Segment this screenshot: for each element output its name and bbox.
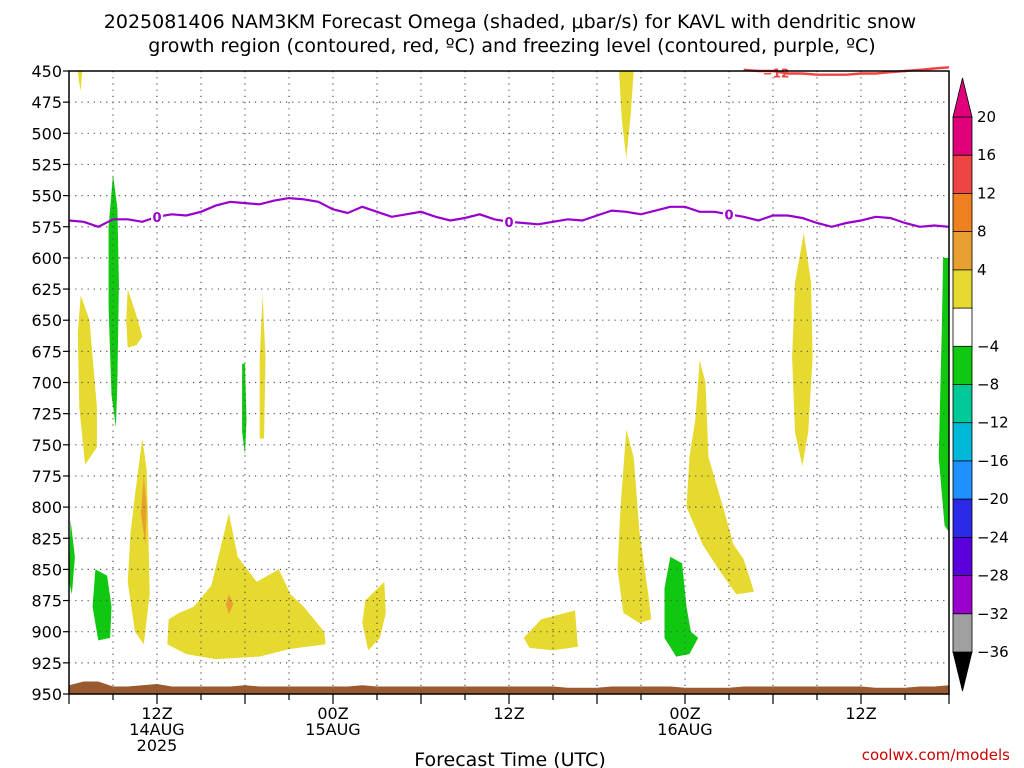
omega-region-10: [225, 594, 234, 615]
chart-title-line2: growth region (contoured, red, ºC) and f…: [148, 35, 875, 57]
freezing-label-bg-2: [503, 213, 515, 228]
colorbar-segment-8: [952, 384, 973, 424]
y-tick-label-525: 525: [31, 155, 62, 174]
colorbar-segment-10: [952, 460, 973, 500]
freezing-contour-label-1: 0: [152, 211, 161, 226]
dendritic-snow-line: [743, 66, 950, 76]
x-tick-label-1-2: 14AUG: [129, 720, 184, 739]
omega-region-20: [938, 257, 949, 532]
terrain-layer: [69, 681, 949, 694]
x-tick-label-5-1: 12Z: [845, 704, 876, 723]
omega-shaded-regions: [69, 71, 949, 660]
x-tick-label-4-1: 00Z: [669, 704, 700, 723]
colorbar-label-7: −8: [977, 376, 999, 394]
omega-region-12: [259, 295, 266, 439]
x-tick-label-1-1: 12Z: [141, 704, 172, 723]
omega-region-16: [617, 429, 652, 623]
freezing-contour-label-3: 0: [724, 208, 733, 223]
omega-region-11: [242, 363, 247, 455]
y-tick-label-450: 450: [31, 62, 62, 81]
omega-region-4: [126, 289, 143, 348]
x-tick-label-2-1: 00Z: [317, 704, 348, 723]
colorbar-label-3: 12: [977, 184, 996, 202]
colorbar-segment-1: [952, 116, 973, 157]
colorbar-top-arrow: [952, 77, 973, 118]
colorbar-segment-7: [952, 345, 973, 386]
dendritic-contour-label: −12: [763, 66, 790, 80]
y-tick-label-600: 600: [31, 249, 62, 268]
x-tick-label-1-3: 2025: [137, 736, 178, 755]
omega-region-2: [77, 295, 97, 465]
colorbar-segment-2: [952, 154, 973, 195]
omega-region-1: [77, 71, 83, 91]
y-tick-label-950: 950: [31, 685, 62, 704]
omega-region-14: [523, 610, 578, 651]
freezing-label-bg-3: [723, 206, 735, 221]
x-tick-label-4-2: 16AUG: [657, 720, 712, 739]
y-tick-label-850: 850: [31, 560, 62, 579]
colorbar-segment-3: [952, 192, 973, 233]
y-tick-label-825: 825: [31, 529, 62, 548]
y-tick-label-650: 650: [31, 311, 62, 330]
y-tick-label-900: 900: [31, 623, 62, 642]
omega-region-6: [140, 475, 147, 545]
colorbar-segment-9: [952, 422, 973, 462]
y-tick-label-925: 925: [31, 654, 62, 673]
y-tick-label-775: 775: [31, 467, 62, 486]
y-tick-label-625: 625: [31, 280, 62, 299]
y-tick-label-675: 675: [31, 342, 62, 361]
colorbar-label-11: −24: [977, 528, 1009, 546]
colorbar-label-2: 16: [977, 146, 996, 164]
x-tick-label-3-1: 12Z: [493, 704, 524, 723]
colorbar-label-13: −32: [977, 605, 1009, 623]
colorbar-label-14: −36: [977, 643, 1009, 661]
colorbar-label-10: −20: [977, 490, 1009, 508]
omega-region-7: [69, 519, 75, 595]
y-tick-label-800: 800: [31, 498, 62, 517]
colorbar-label-6: −4: [977, 337, 999, 355]
colorbar-label-9: −16: [977, 452, 1009, 470]
colorbar-label-4: 8: [977, 223, 987, 241]
colorbar-label-8: −12: [977, 414, 1009, 432]
omega-region-15: [619, 71, 634, 159]
omega-region-9: [167, 513, 326, 660]
colorbar-segment-12: [952, 537, 973, 577]
y-tick-label-750: 750: [31, 436, 62, 455]
colorbar-segment-4: [952, 231, 973, 271]
omega-region-3: [108, 174, 119, 428]
omega-region-8: [92, 569, 112, 641]
colorbar-label-1: 20: [977, 108, 996, 126]
plot-area: 0 0 0 −12: [68, 66, 950, 695]
y-tick-label-475: 475: [31, 93, 62, 112]
colorbar-segment-13: [952, 575, 973, 615]
colorbar-label-5: 4: [977, 261, 987, 279]
y-tick-label-700: 700: [31, 374, 62, 393]
colorbar-bottom-arrow: [952, 651, 973, 692]
y-tick-label-725: 725: [31, 405, 62, 424]
colorbar-segment-14: [952, 613, 973, 653]
credit-label: coolwx.com/models: [862, 746, 1010, 764]
terrain-fill: [69, 681, 949, 694]
x-axis-label: Forecast Time (UTC): [414, 749, 605, 768]
y-axis: 450 475 500 525 550 575 600 625 650 675 700 725 750 7…: [31, 62, 69, 704]
colorbar-segment-11: [952, 498, 973, 539]
colorbar-segment-5: [952, 269, 973, 309]
colorbar: 20 16 12 8 4 −4 −8 −12 −16 −20 −24 −28 −32 −36: [952, 77, 1009, 692]
x-tick-label-2-2: 15AUG: [305, 720, 360, 739]
omega-region-18: [686, 360, 754, 595]
colorbar-label-12: −28: [977, 567, 1009, 585]
y-tick-label-875: 875: [31, 592, 62, 611]
freezing-contour-label-2: 0: [504, 216, 513, 231]
y-tick-label-550: 550: [31, 187, 62, 206]
omega-region-13: [362, 581, 386, 651]
omega-region-19: [792, 233, 813, 466]
contour-lines: 0 0 0 −12: [68, 66, 950, 231]
freezing-label-bg-1: [151, 208, 163, 223]
y-tick-label-500: 500: [31, 124, 62, 143]
chart-title-line1: 2025081406 NAM3KM Forecast Omega (shaded…: [104, 11, 916, 33]
y-tick-label-575: 575: [31, 218, 62, 237]
colorbar-segment-6: [952, 307, 973, 348]
